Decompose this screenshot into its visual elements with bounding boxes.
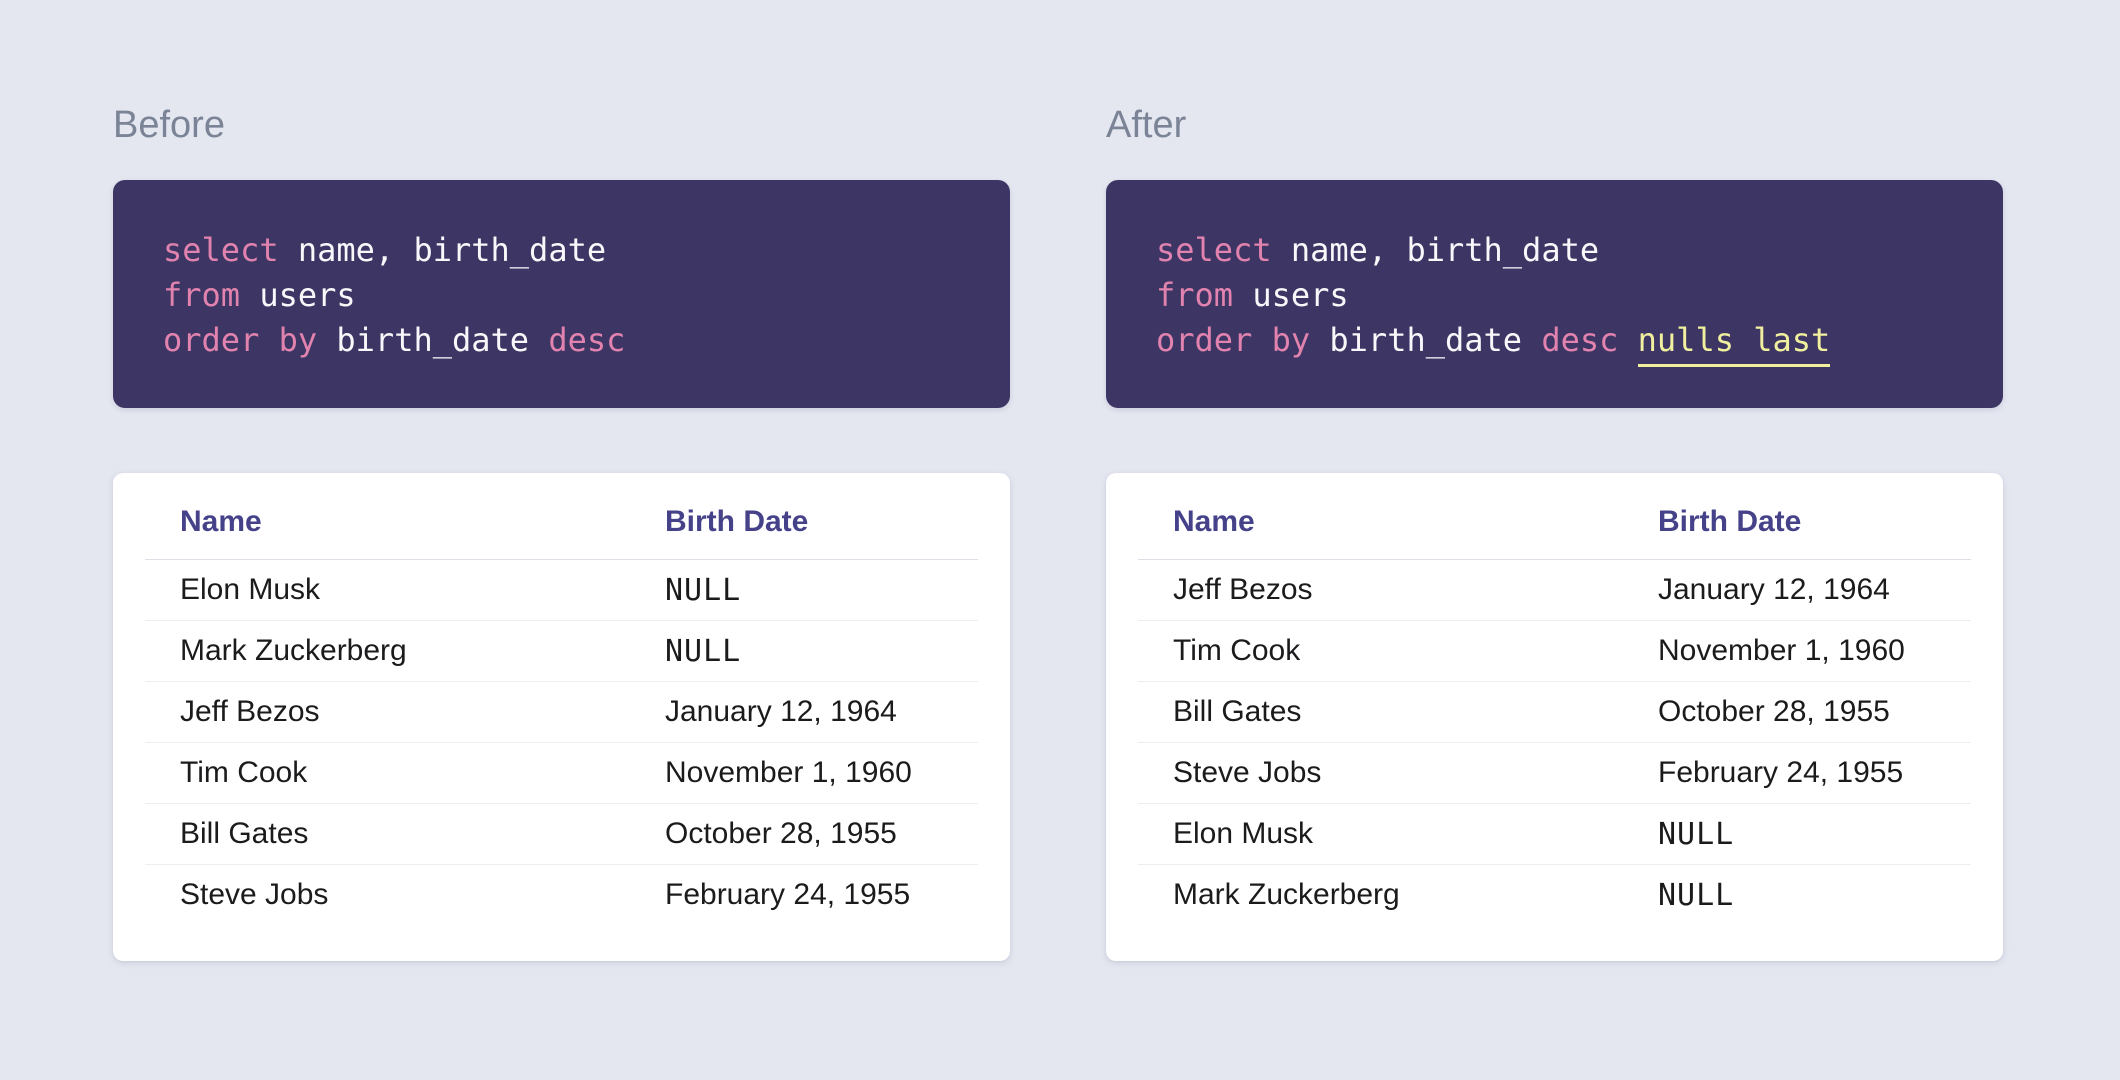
sql-identifier-text (1618, 321, 1637, 359)
table-row: Steve Jobs February 24, 1955 (1138, 742, 1971, 804)
birth-date-cell: November 1, 1960 (630, 742, 978, 804)
birth-date-cell: January 12, 1964 (1623, 559, 1971, 621)
table-row: Tim Cook November 1, 1960 (1138, 620, 1971, 682)
table-row: Mark Zuckerberg NULL (1138, 865, 1971, 926)
column-header-birth-date: Birth Date (630, 493, 978, 560)
table-row: Jeff Bezos January 12, 1964 (1138, 559, 1971, 621)
column-header-name: Name (1138, 493, 1623, 560)
name-cell: Tim Cook (145, 742, 630, 804)
results-table-after: Name Birth Date Jeff Bezos January 12, 1964… (1138, 493, 1971, 925)
panel-before: Before select name, birth_date from users o… (113, 104, 1010, 961)
sql-keyword: desc (1541, 321, 1619, 359)
results-table-before: Name Birth Date Elon Musk NULL Mark Zuckerbe… (145, 493, 978, 925)
code-line: order by birth_date desc (163, 318, 980, 363)
table-row: Bill Gates October 28, 1955 (1138, 681, 1971, 743)
results-table-body: Jeff Bezos January 12, 1964 Tim Cook Novemb… (1138, 559, 1971, 926)
sql-code-block-after: select name, birth_date from users order b… (1106, 180, 2003, 408)
birth-date-cell: February 24, 1955 (665, 878, 911, 911)
null-value-cell: NULL (630, 620, 978, 682)
name-cell: Elon Musk (1138, 803, 1623, 865)
name-cell: Steve Jobs (1138, 742, 1623, 804)
panel-heading-after: After (1106, 104, 1187, 146)
name-cell: Tim Cook (1138, 620, 1623, 682)
sql-code-block-before: select name, birth_date from users order b… (113, 180, 1010, 408)
code-line: from users (163, 273, 980, 318)
sql-keyword: from (163, 276, 241, 314)
sql-identifier-text: users (240, 276, 356, 314)
name-cell: Mark Zuckerberg (145, 620, 630, 682)
table-row: Tim Cook November 1, 1960 (145, 742, 978, 804)
name-cell: Elon Musk (145, 559, 630, 621)
table-row: Elon Musk NULL (1138, 803, 1971, 865)
column-header-name: Name (145, 493, 630, 560)
table-row: Steve Jobs February 24, 1955 (145, 865, 978, 926)
name-cell: Bill Gates (145, 803, 630, 865)
sql-keyword: order by (163, 321, 318, 359)
header-row: Name Birth Date (1138, 493, 1971, 560)
name-cell: Jeff Bezos (145, 681, 630, 743)
table-row: Elon Musk NULL (145, 559, 978, 621)
birth-date-cell: January 12, 1964 (630, 681, 978, 743)
code-line: select name, birth_date (1156, 228, 1973, 273)
null-value-cell: NULL (1658, 877, 1735, 913)
sql-identifier-text: users (1233, 276, 1349, 314)
code-line: order by birth_date desc nulls last (1156, 318, 1973, 367)
birth-date-cell: October 28, 1955 (630, 803, 978, 865)
sql-keyword: desc (548, 321, 626, 359)
name-cell: Steve Jobs (180, 878, 329, 911)
column-header-birth-date: Birth Date (1623, 493, 1971, 560)
null-value-cell: NULL (630, 559, 978, 621)
sql-keyword: order by (1156, 321, 1311, 359)
birth-date-cell: February 24, 1955 (1623, 742, 1971, 804)
nulls-last-highlight: nulls last (1637, 321, 1831, 367)
results-table-body: Elon Musk NULL Mark Zuckerberg NULL Jeff Bez… (145, 559, 978, 926)
results-table-head: Name Birth Date (145, 493, 978, 560)
name-cell: Mark Zuckerberg (1173, 878, 1400, 911)
header-row: Name Birth Date (145, 493, 978, 560)
table-row: Jeff Bezos January 12, 1964 (145, 681, 978, 743)
results-card-after: Name Birth Date Jeff Bezos January 12, 1964… (1106, 473, 2003, 961)
results-card-before: Name Birth Date Elon Musk NULL Mark Zuckerbe… (113, 473, 1010, 961)
sql-keyword: from (1156, 276, 1234, 314)
table-row: Mark Zuckerberg NULL (145, 620, 978, 682)
sql-keyword: select (1156, 231, 1272, 269)
sql-identifier-text: name, birth_date (1271, 231, 1600, 269)
panel-after: After select name, birth_date from users or… (1106, 104, 2003, 961)
sql-identifier-text: name, birth_date (278, 231, 607, 269)
birth-date-cell: November 1, 1960 (1623, 620, 1971, 682)
name-cell: Jeff Bezos (1138, 559, 1623, 621)
sql-identifier-text: birth_date (1310, 321, 1542, 359)
results-table-head: Name Birth Date (1138, 493, 1971, 560)
panel-heading-before: Before (113, 104, 225, 146)
sql-identifier-text: birth_date (317, 321, 549, 359)
null-value-cell: NULL (1623, 803, 1971, 865)
table-row: Bill Gates October 28, 1955 (145, 803, 978, 865)
birth-date-cell: October 28, 1955 (1623, 681, 1971, 743)
name-cell: Bill Gates (1138, 681, 1623, 743)
before-after-comparison: Before select name, birth_date from users o… (113, 104, 2003, 961)
sql-keyword: select (163, 231, 279, 269)
code-line: from users (1156, 273, 1973, 318)
code-line: select name, birth_date (163, 228, 980, 273)
